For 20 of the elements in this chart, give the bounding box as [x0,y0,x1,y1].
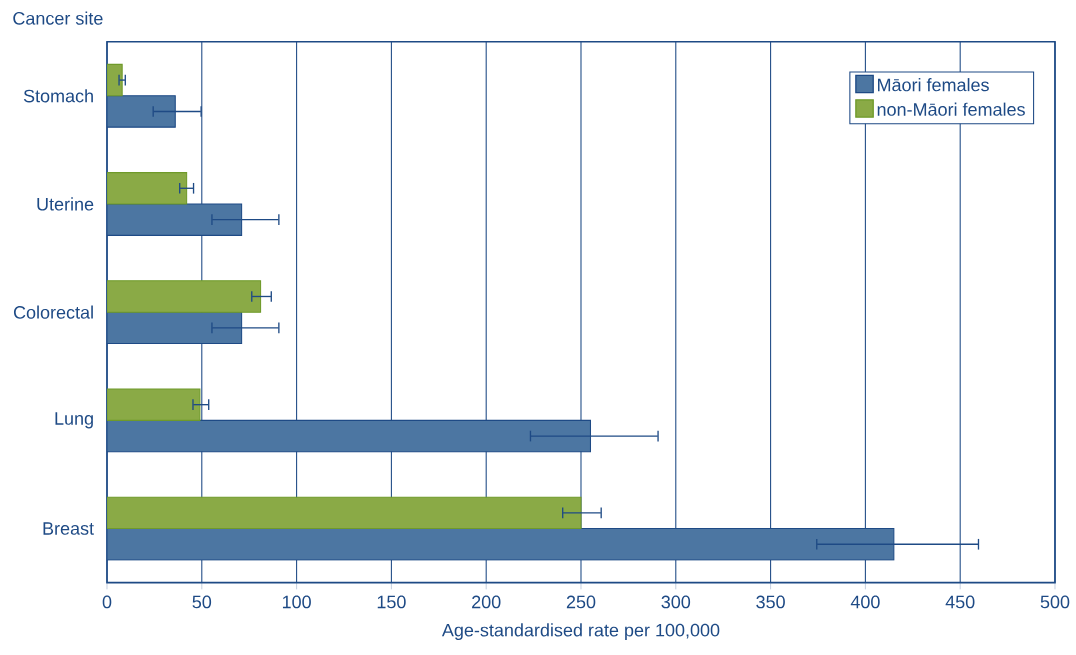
legend-label: non-Māori females [877,102,1025,117]
y-axis-title: Cancer site [13,11,103,25]
x-tick-label: 500 [1040,595,1070,609]
x-tick-label: 100 [282,595,311,609]
x-tick-label: 350 [756,595,785,609]
x-tick-label: 200 [472,595,501,609]
x-tick-label: 450 [945,595,975,609]
x-tick-label: 150 [377,595,406,609]
y-tick-label: Breast [43,522,94,536]
x-axis-title: Age-standardised rate per 100,000 [441,623,720,641]
legend-label: Māori females [878,78,989,92]
y-tick-label: Lung [55,412,93,429]
y-tick-label: Colorectal [13,305,93,319]
x-tick-label: 250 [566,595,596,609]
x-tick-label: 50 [192,595,212,609]
y-tick-label: Uterine [37,197,94,211]
x-tick-label: 0 [102,595,112,609]
x-tick-label: 300 [661,595,691,609]
x-tick-label: 400 [850,595,880,609]
y-tick-label: Stomach [23,89,93,103]
